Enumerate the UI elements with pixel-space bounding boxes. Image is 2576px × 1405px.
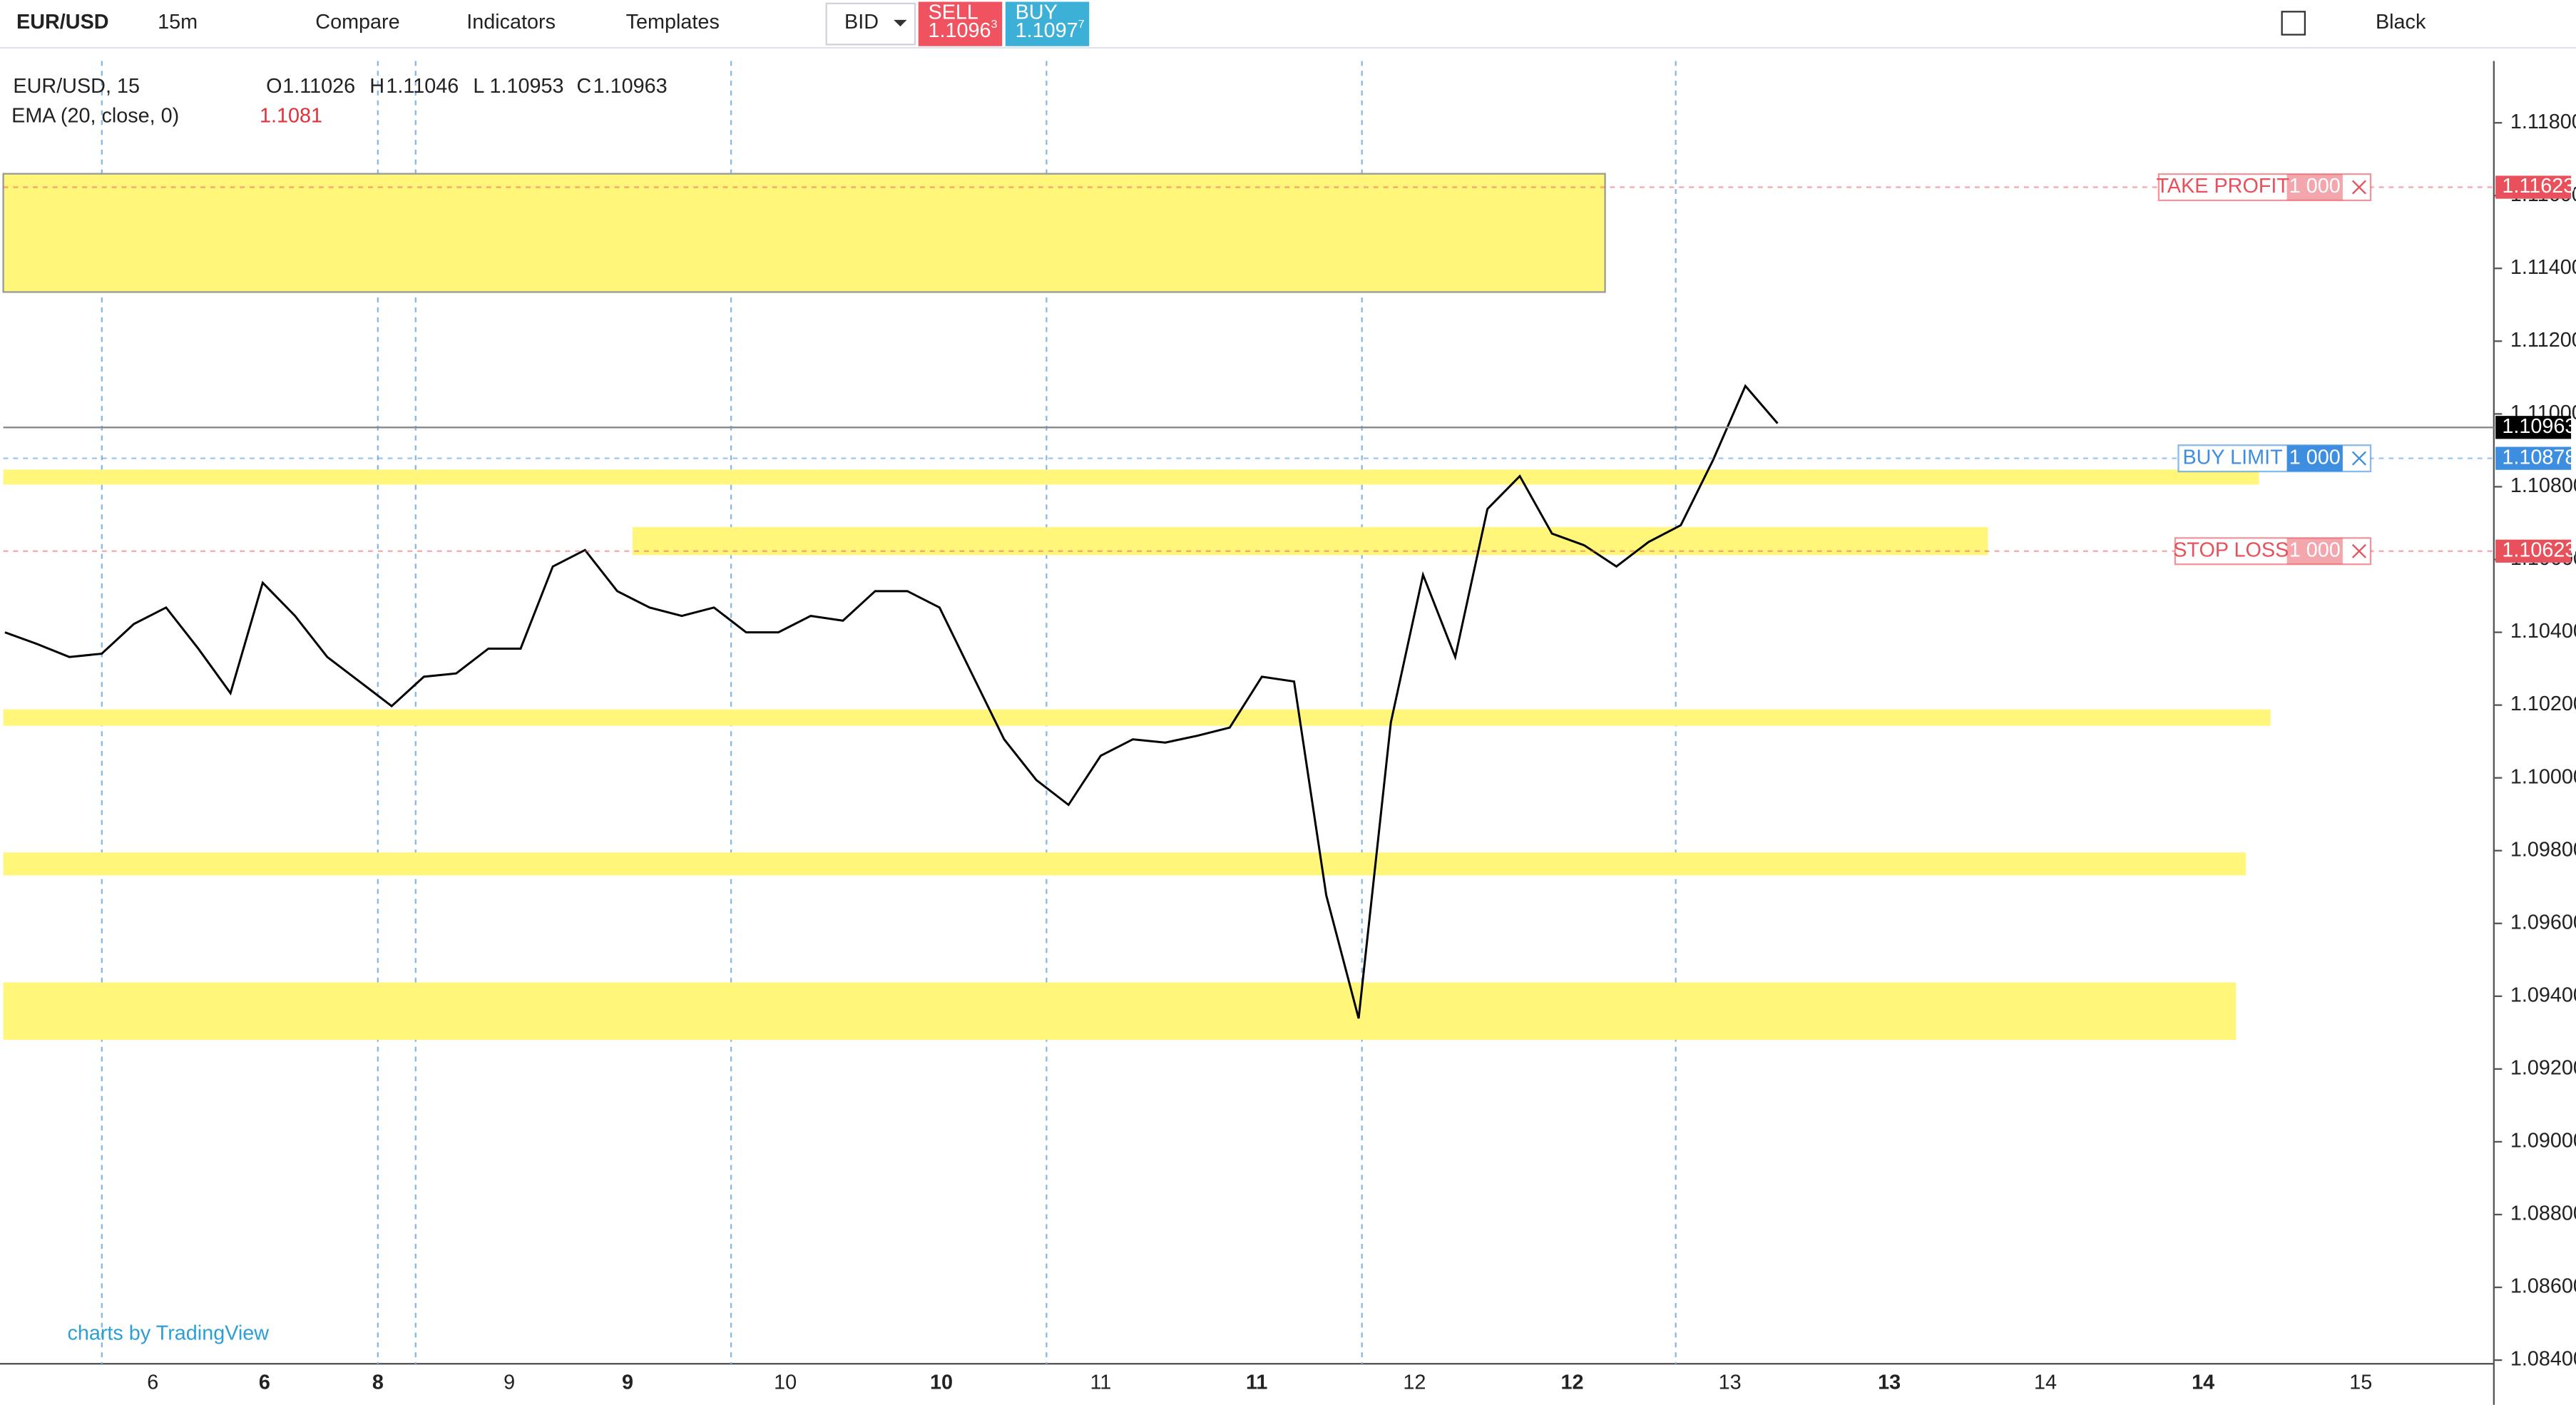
ohlc-value: 1.10953 bbox=[489, 75, 563, 98]
plot: 1.118001.116001.114001.112001.110001.108… bbox=[2, 61, 2576, 1394]
order-type: STOP LOSS bbox=[2173, 538, 2289, 561]
y-tick-label: 1.09000 bbox=[2510, 1130, 2576, 1153]
y-tick-label: 1.08400 bbox=[2510, 1348, 2576, 1371]
last-price-tag bbox=[2495, 416, 2572, 439]
buy-pip[interactable]: 7 bbox=[1078, 18, 1085, 31]
order-qty: 1 000 bbox=[2289, 175, 2341, 198]
y-tick-label: 1.10800 bbox=[2510, 474, 2576, 497]
order-qty-box bbox=[2286, 174, 2343, 200]
ohlc-letter: H bbox=[369, 75, 384, 98]
sell-price[interactable]: 1.10963 bbox=[929, 18, 998, 42]
interval[interactable]: 15m bbox=[158, 11, 198, 34]
order-qty-box bbox=[2286, 445, 2343, 472]
chart-title: EUR/USD, 15 bbox=[13, 75, 140, 98]
order-qty: 1 000 bbox=[2289, 446, 2341, 469]
order-qty: 1 000 bbox=[2289, 538, 2341, 561]
symbol[interactable]: EUR/USD bbox=[16, 11, 109, 34]
y-tick-label: 1.08800 bbox=[2510, 1202, 2576, 1225]
ohlc-letter: O bbox=[266, 75, 282, 98]
sell-price-main[interactable]: 1.1096 bbox=[929, 19, 991, 42]
x-tick-label: 13 bbox=[1878, 1371, 1901, 1394]
buy-price[interactable]: 1.10977 bbox=[1016, 18, 1085, 42]
y-tick-label: 1.09800 bbox=[2510, 838, 2576, 861]
buy-price-main[interactable]: 1.1097 bbox=[1016, 19, 1078, 42]
order-price-tag bbox=[2495, 446, 2572, 470]
x-tick-label: 12 bbox=[1561, 1371, 1584, 1394]
x-tick-label: 12 bbox=[1403, 1371, 1426, 1394]
y-tick-label: 1.09200 bbox=[2510, 1056, 2576, 1079]
zone bbox=[3, 852, 2246, 876]
x-tick-label: 14 bbox=[2034, 1371, 2057, 1394]
y-tick-label: 1.08600 bbox=[2510, 1275, 2576, 1298]
dropdown-arrow bbox=[894, 19, 907, 27]
ema-value: 1.1081 bbox=[260, 104, 322, 127]
templates-button[interactable]: Templates bbox=[626, 11, 720, 34]
ohlc-letter: L bbox=[473, 75, 484, 98]
y-tick-label: 1.10000 bbox=[2510, 765, 2576, 788]
compare-button[interactable]: Compare bbox=[315, 11, 399, 34]
y-tick-label: 1.11800 bbox=[2510, 111, 2576, 133]
y-tick-label: 1.10200 bbox=[2510, 693, 2576, 715]
x-tick-label: 11 bbox=[1246, 1371, 1267, 1394]
y-tick-label: 1.09600 bbox=[2510, 911, 2576, 934]
zone bbox=[3, 709, 2271, 726]
sell-pip[interactable]: 3 bbox=[991, 18, 998, 31]
x-tick-label: 15 bbox=[2349, 1371, 2372, 1394]
order-price-label: 1.10878 bbox=[2502, 446, 2576, 469]
price-type[interactable]: BID bbox=[844, 11, 879, 34]
fullscreen-icon[interactable] bbox=[2281, 11, 2306, 36]
ohlc-letter: C bbox=[577, 75, 592, 98]
ohlc-value: 1.10963 bbox=[593, 75, 668, 98]
order-close[interactable] bbox=[2351, 451, 2366, 466]
watermark[interactable]: charts by TradingView bbox=[67, 1322, 269, 1344]
sell-button[interactable] bbox=[918, 1, 1003, 46]
order-type: BUY LIMIT bbox=[2182, 446, 2282, 469]
sell-label[interactable]: SELL bbox=[929, 1, 978, 24]
x-tick-label: 10 bbox=[930, 1371, 953, 1394]
order-type: TAKE PROFIT bbox=[2156, 175, 2289, 198]
zone bbox=[2, 173, 1606, 293]
y-tick-label: 1.10400 bbox=[2510, 620, 2576, 643]
zone bbox=[3, 469, 2259, 485]
x-tick-label: 10 bbox=[774, 1371, 797, 1394]
ohlc-value: 1.11026 bbox=[282, 75, 355, 98]
x-tick-label: 9 bbox=[504, 1371, 515, 1394]
x-tick-label: 14 bbox=[2192, 1371, 2214, 1394]
ohlc-value: 1.11046 bbox=[386, 75, 459, 98]
order-price-tag bbox=[2495, 539, 2572, 563]
x-tick-label: 8 bbox=[372, 1371, 384, 1394]
buy-label[interactable]: BUY bbox=[1016, 1, 1058, 24]
x-tick-label: 13 bbox=[1719, 1371, 1742, 1394]
zone bbox=[3, 982, 2237, 1041]
buy-button[interactable] bbox=[1005, 1, 1090, 46]
y-tick-label: 1.11400 bbox=[2510, 256, 2576, 279]
x-tick-label: 6 bbox=[259, 1371, 270, 1394]
x-tick-label: 6 bbox=[147, 1371, 158, 1394]
order-close[interactable] bbox=[2351, 543, 2366, 558]
x-tick-label: 9 bbox=[622, 1371, 633, 1394]
y-tick-label: 1.09400 bbox=[2510, 984, 2576, 1006]
indicators-button[interactable]: Indicators bbox=[466, 11, 556, 34]
last-price-label: 1.10963 bbox=[2502, 415, 2576, 438]
order-price-label: 1.11623 bbox=[2502, 175, 2575, 198]
toolbar bbox=[0, 0, 2576, 48]
price-line bbox=[4, 384, 1779, 1019]
ema-label: EMA (20, close, 0) bbox=[11, 104, 179, 127]
order-close[interactable] bbox=[2351, 180, 2366, 195]
order-price-tag bbox=[2495, 175, 2572, 199]
x-tick-label: 11 bbox=[1090, 1371, 1111, 1394]
theme[interactable]: Black bbox=[2376, 11, 2426, 34]
order-price-label: 1.10623 bbox=[2502, 538, 2576, 561]
y-tick-label: 1.11200 bbox=[2510, 329, 2576, 352]
order-qty-box bbox=[2286, 538, 2343, 565]
